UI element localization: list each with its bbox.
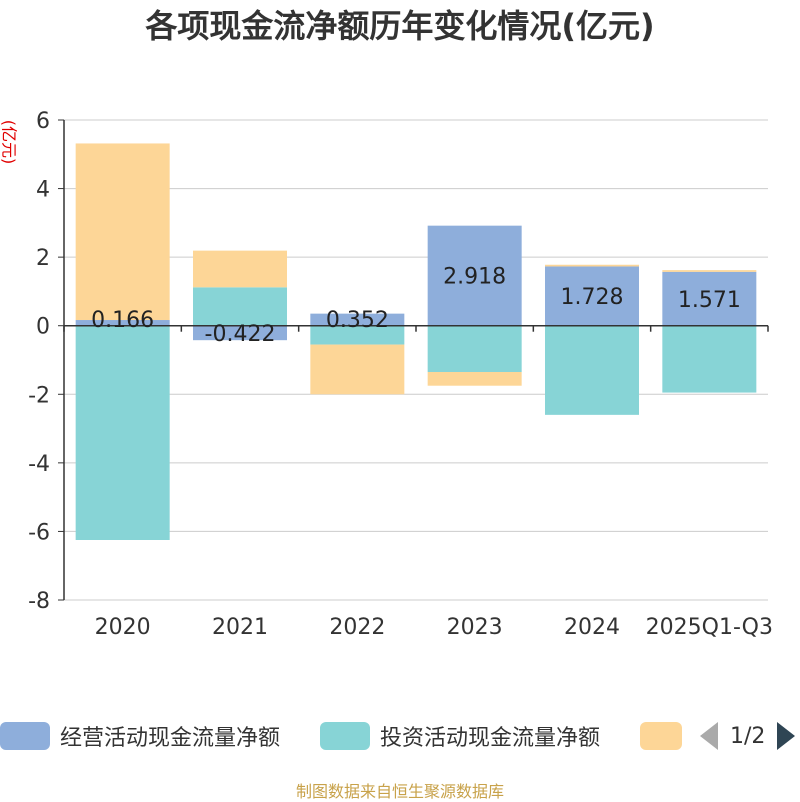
- legend-item-operating[interactable]: 经营活动现金流量净额: [0, 714, 280, 758]
- bar-series0-2021: [193, 325, 287, 341]
- data-label-operating: 1.728: [561, 285, 624, 310]
- legend-next-page-icon[interactable]: [777, 722, 796, 750]
- bar-series2-2023: [427, 372, 522, 386]
- bar-series0-2022: [310, 313, 405, 326]
- y-tick-label: 6: [36, 109, 50, 134]
- legend-label-operating: 经营活动现金流量净额: [60, 726, 281, 751]
- bar-series0-2020: [75, 320, 170, 326]
- y-tick-label: 0: [36, 315, 50, 340]
- legend: 经营活动现金流量净额 投资活动现金流量净额 1/2: [0, 714, 800, 758]
- x-category-label: 2024: [564, 615, 620, 640]
- bar-series1-2025Q1-Q3: [662, 325, 757, 393]
- bar-series2-2025Q1-Q3: [662, 270, 757, 272]
- data-label-operating: 1.571: [678, 288, 741, 313]
- legend-page-indicator: 1/2: [730, 723, 766, 749]
- legend-item-investing[interactable]: 投资活动现金流量净额: [320, 714, 600, 758]
- bar-series1-2023: [427, 325, 522, 372]
- data-label-operating: 0.166: [91, 308, 154, 333]
- x-category-label: 2020: [95, 615, 151, 640]
- y-tick-label: -8: [28, 589, 50, 614]
- data-label-operating: -0.422: [205, 322, 276, 347]
- x-category-label: 2025Q1-Q3: [646, 615, 773, 640]
- bar-series0-2024: [545, 266, 639, 326]
- bar-series0-2023: [427, 225, 522, 326]
- x-category-label: 2022: [329, 615, 385, 640]
- bar-series1-2022: [310, 325, 405, 345]
- data-label-operating: 0.352: [326, 308, 389, 333]
- legend-pager: 1/2: [700, 714, 796, 758]
- bar-series1-2024: [545, 325, 639, 415]
- bar-series2-2021: [193, 250, 287, 288]
- y-tick-label: -4: [28, 452, 50, 477]
- bar-series2-2020: [75, 143, 170, 321]
- legend-prev-page-icon[interactable]: [700, 722, 718, 750]
- legend-swatch-financing: [640, 722, 682, 750]
- legend-swatch-operating: [0, 722, 50, 750]
- cashflow-chart: 6 4 2 0 -2 -4 -6 -8 2020 2021 2022 2023 2024 2025Q1-Q…: [28, 109, 773, 640]
- bar-series1-2021: [193, 287, 287, 326]
- data-label-operating: 2.918: [443, 265, 506, 290]
- bar-series0-2025Q1-Q3: [662, 271, 757, 326]
- legend-item-financing[interactable]: [640, 714, 682, 758]
- chart-title: 各项现金流净额历年变化情况(亿元): [145, 7, 655, 45]
- x-category-label: 2023: [447, 615, 503, 640]
- y-tick-label: -6: [28, 520, 50, 545]
- x-category-label: 2021: [212, 615, 268, 640]
- legend-label-investing: 投资活动现金流量净额: [380, 726, 601, 751]
- bar-series1-2020: [75, 325, 170, 540]
- bar-series2-2024: [545, 264, 639, 267]
- y-tick-label: -2: [28, 383, 50, 408]
- legend-swatch-investing: [320, 722, 370, 750]
- y-tick-label: 2: [36, 246, 50, 271]
- data-source-note: 制图数据来自恒生聚源数据库: [295, 782, 504, 801]
- bar-series2-2022: [310, 344, 405, 395]
- y-tick-label: 4: [36, 178, 50, 203]
